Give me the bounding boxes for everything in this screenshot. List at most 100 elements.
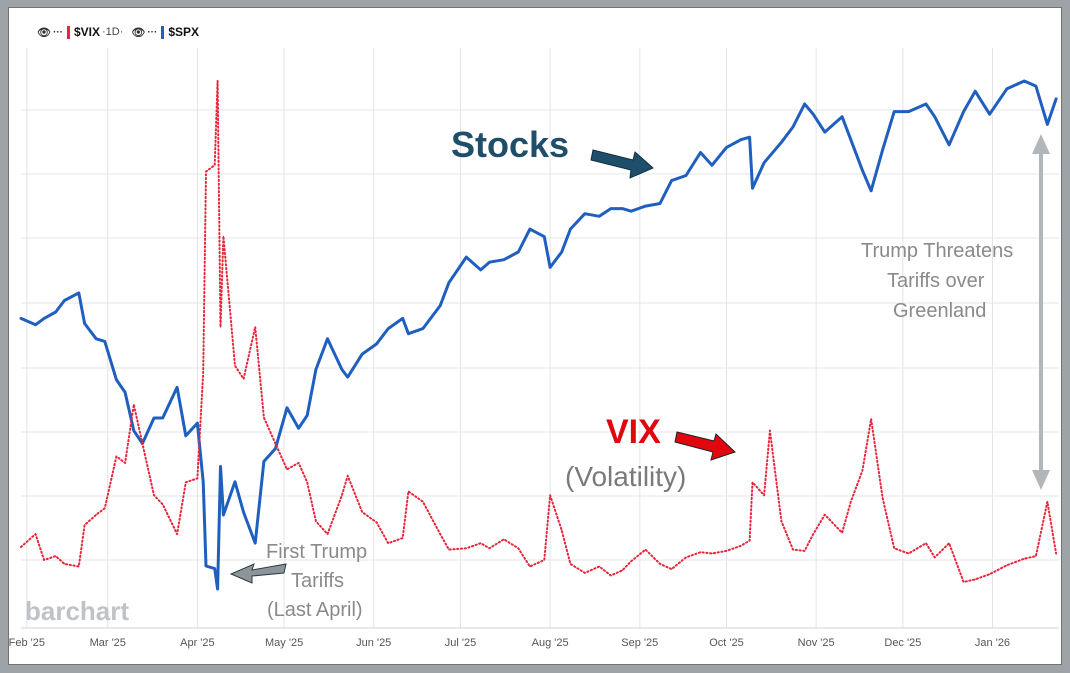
spx-point [104, 340, 106, 342]
spx-point [621, 208, 624, 210]
vix-point [286, 468, 288, 470]
spx-point [63, 299, 65, 302]
spx-point [465, 256, 467, 258]
vix-point [196, 477, 198, 479]
vix-interval-label[interactable]: ·1D· [101, 26, 124, 38]
vix-point [870, 418, 872, 420]
vix-point [407, 490, 409, 492]
vix-point [1023, 558, 1025, 560]
vix-point [95, 514, 97, 516]
spx-point [306, 414, 308, 416]
vix-point [133, 404, 135, 406]
spx-point [407, 333, 409, 335]
spx-point [448, 282, 450, 284]
spx-point [254, 542, 256, 544]
spx-point [202, 481, 204, 483]
spx-point [549, 266, 551, 268]
vix-point [341, 494, 343, 496]
vix-point [598, 565, 600, 568]
first-tariffs-line2: Tariffs [291, 570, 344, 592]
x-tick-label: Oct '25 [709, 637, 744, 649]
spx-point [43, 317, 45, 319]
vix-point [347, 475, 349, 477]
vix-point [153, 494, 155, 496]
vix-legend-swatch [66, 25, 70, 39]
vix-point [685, 556, 687, 559]
first-tariffs-line1: First Trump [266, 541, 368, 563]
vix-point [882, 497, 884, 499]
vix-point [861, 470, 864, 472]
spx-point [610, 208, 612, 210]
vix-point [115, 455, 117, 457]
vix-legend-label[interactable]: $VIX [73, 25, 100, 39]
spx-point [1055, 98, 1057, 100]
spx-point [326, 338, 329, 340]
vix-point [543, 559, 545, 561]
spx-point [196, 422, 198, 424]
vix-point [725, 550, 728, 552]
vix-point [812, 533, 814, 535]
vix-point [824, 514, 826, 516]
spx-point [439, 305, 441, 307]
vix-point [1006, 564, 1008, 566]
spx-point [780, 141, 783, 143]
barchart-watermark: barchart [25, 596, 129, 626]
spx-point [402, 317, 404, 319]
vix-point [763, 494, 765, 496]
spx-point [934, 116, 936, 118]
vix-point [1055, 552, 1057, 555]
spx-point [751, 187, 754, 189]
vix-point [893, 547, 895, 549]
vix-point [376, 521, 378, 524]
more-icon[interactable]: ··· [52, 26, 63, 38]
vix-point [584, 572, 586, 574]
eye-icon[interactable]: 👁 [37, 26, 51, 39]
vix-layer [20, 80, 1058, 583]
vix-point [621, 569, 624, 571]
vix-point [315, 520, 317, 522]
annotation-arrows [229, 134, 1050, 584]
vix-point [104, 507, 106, 509]
spx-point [488, 261, 490, 263]
spx-layer [19, 79, 1058, 591]
spx-point [78, 292, 80, 294]
x-tick-label: Aug '25 [532, 637, 569, 649]
eye-icon[interactable]: 👁 [131, 26, 146, 39]
vix-point [141, 442, 143, 445]
vix-point [711, 552, 713, 555]
vix-point [63, 563, 65, 565]
spx-point [569, 228, 572, 230]
vix-point [659, 563, 661, 565]
grid-lines [21, 48, 1059, 629]
vix-point [78, 565, 80, 568]
spx-point [561, 251, 563, 253]
spx-point [222, 514, 224, 516]
spx-point [153, 417, 155, 419]
spx-point [1046, 123, 1048, 125]
spx-point [529, 228, 531, 230]
vix-point [185, 481, 187, 483]
vix-point [569, 563, 572, 565]
spx-point [711, 164, 713, 166]
vix-point [84, 524, 86, 526]
x-tick-label: Jun '25 [356, 637, 391, 649]
spx-point [841, 116, 843, 118]
vix-point [448, 549, 450, 551]
vix-point [804, 550, 806, 552]
spx-point [963, 111, 965, 113]
spx-point [948, 144, 950, 146]
spx-point [274, 448, 276, 450]
vix-point [630, 560, 632, 562]
spx-point [1006, 88, 1008, 90]
vix-point [55, 555, 57, 557]
vix-point [20, 546, 22, 548]
more-icon[interactable]: ··· [147, 26, 158, 38]
x-tick-label: Mar '25 [90, 637, 126, 649]
vix-point [699, 551, 702, 553]
vix-point [263, 417, 265, 419]
spx-point [205, 565, 207, 567]
spx-point [176, 386, 178, 388]
spx-point [749, 136, 751, 138]
vix-point [740, 545, 742, 547]
spx-legend-label[interactable]: $SPX [168, 25, 200, 39]
